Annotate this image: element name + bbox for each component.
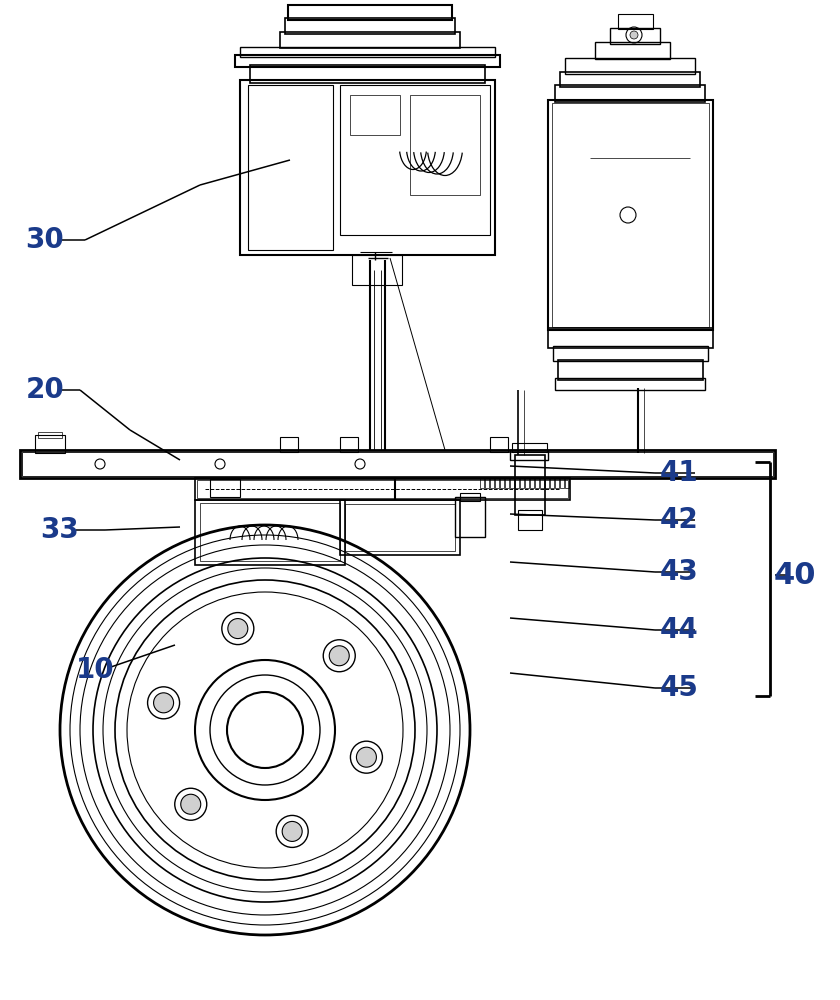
Bar	[518, 510, 542, 530]
Bar	[250, 65, 485, 83]
Bar	[240, 47, 495, 57]
Bar	[490, 478, 494, 488]
Bar	[197, 480, 568, 498]
Bar	[288, 5, 452, 20]
Bar	[535, 478, 539, 488]
Bar	[552, 103, 709, 327]
Text: 30: 30	[26, 226, 65, 254]
Bar	[490, 437, 508, 452]
Circle shape	[228, 619, 248, 639]
Bar	[550, 478, 554, 488]
Bar	[558, 360, 703, 380]
Bar	[515, 478, 519, 488]
Text: 43: 43	[660, 558, 699, 586]
Bar	[38, 432, 62, 438]
Bar	[525, 478, 529, 488]
Bar	[210, 479, 240, 497]
Bar	[560, 72, 700, 87]
Text: 40: 40	[774, 560, 816, 589]
Bar	[520, 478, 524, 488]
Bar	[280, 32, 460, 48]
Circle shape	[154, 693, 174, 713]
Bar	[560, 478, 564, 488]
Bar	[505, 478, 509, 488]
Bar	[595, 42, 670, 59]
Bar	[530, 478, 534, 488]
Text: 42: 42	[660, 506, 699, 534]
Text: 10: 10	[76, 656, 114, 684]
Bar	[618, 14, 653, 29]
Bar	[548, 100, 713, 330]
Bar	[240, 80, 495, 255]
Text: 20: 20	[26, 376, 65, 404]
Text: 33: 33	[40, 516, 79, 544]
Bar	[500, 478, 504, 488]
Bar	[35, 435, 65, 453]
Bar	[340, 500, 460, 555]
Bar	[235, 55, 500, 67]
Circle shape	[181, 794, 201, 814]
Bar	[510, 478, 514, 488]
Bar	[540, 478, 544, 488]
Circle shape	[630, 31, 638, 39]
Bar	[480, 478, 484, 488]
Bar	[548, 328, 713, 348]
Bar	[510, 450, 548, 460]
Text: 41: 41	[660, 459, 699, 487]
Bar	[280, 437, 298, 452]
Bar	[285, 18, 455, 34]
Bar	[555, 378, 705, 390]
Bar	[200, 503, 340, 561]
Text: 44: 44	[660, 616, 699, 644]
Bar	[495, 478, 499, 488]
Bar	[340, 437, 358, 452]
Bar	[565, 58, 695, 74]
Bar	[512, 443, 547, 452]
Bar	[455, 497, 485, 537]
Bar	[195, 500, 345, 565]
Bar	[565, 478, 569, 488]
Bar	[485, 478, 489, 488]
Bar	[410, 95, 480, 195]
Circle shape	[282, 821, 302, 841]
Bar	[555, 478, 559, 488]
Bar	[610, 28, 660, 44]
Bar	[248, 85, 333, 250]
Bar	[352, 255, 402, 285]
Circle shape	[356, 747, 376, 767]
Bar	[350, 95, 400, 135]
Bar	[515, 455, 545, 515]
Bar	[545, 478, 549, 488]
Bar	[553, 346, 708, 361]
Text: 45: 45	[660, 674, 699, 702]
Bar	[195, 478, 570, 500]
Bar	[555, 85, 705, 102]
Bar	[22, 452, 773, 476]
Circle shape	[329, 646, 349, 666]
Bar	[345, 504, 455, 551]
Bar	[340, 85, 490, 235]
Bar	[20, 450, 775, 478]
Bar	[460, 493, 480, 501]
